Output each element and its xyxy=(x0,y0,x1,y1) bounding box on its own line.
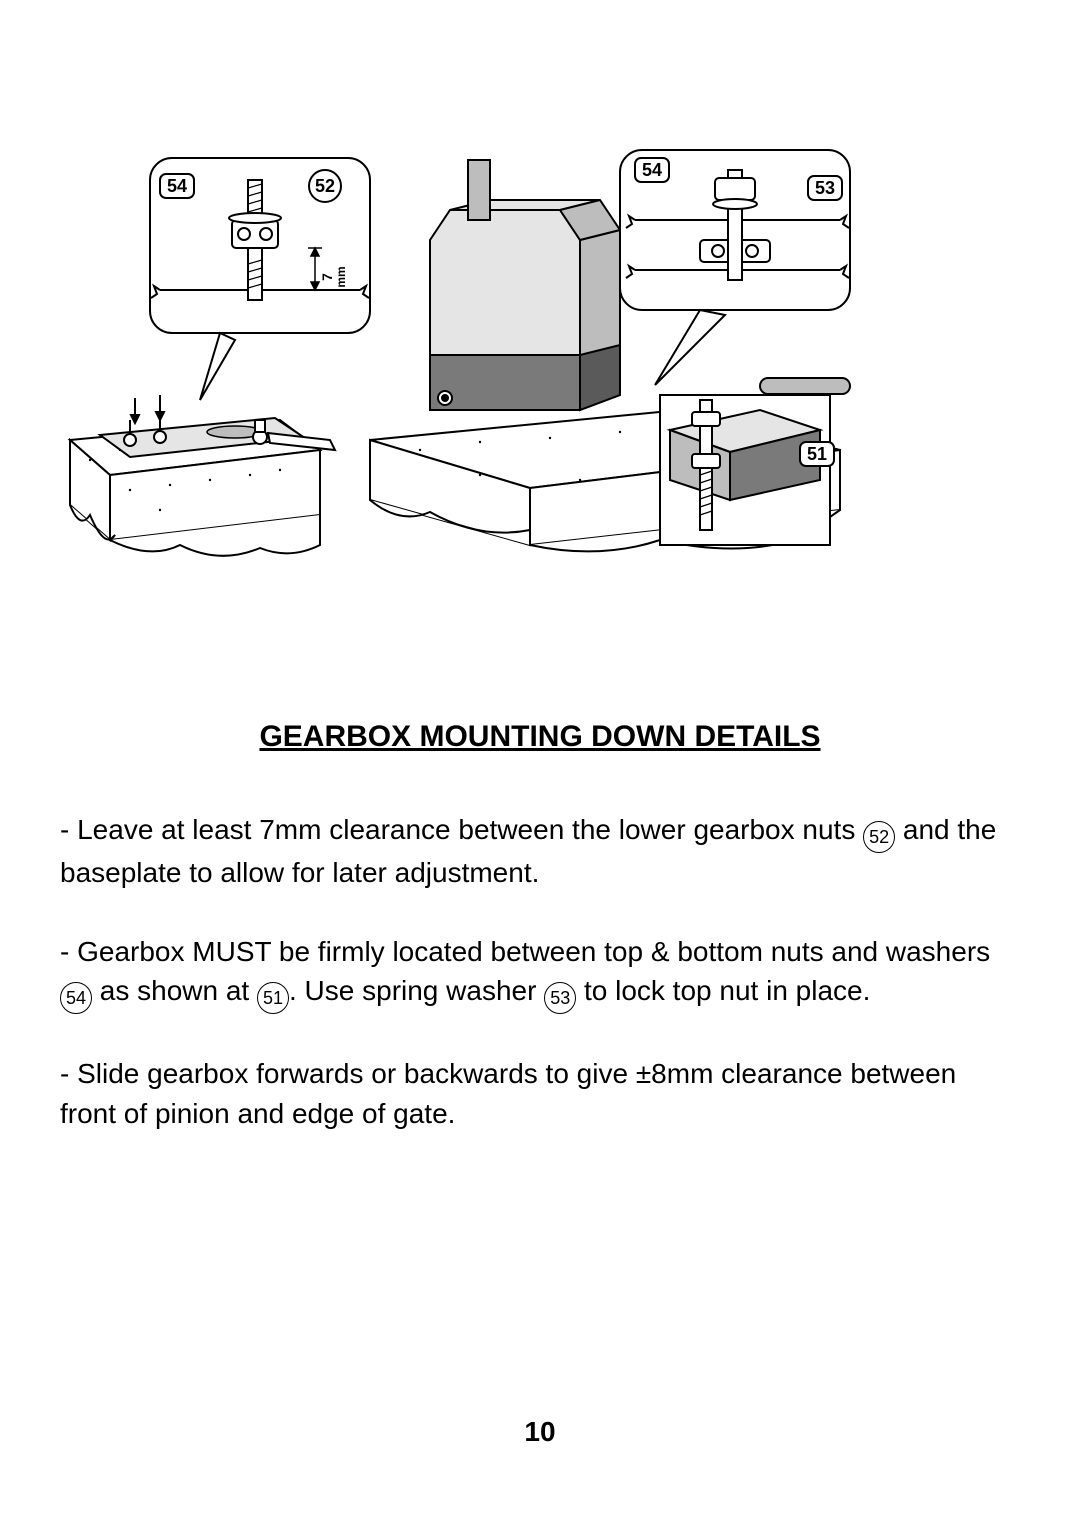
section-title: GEARBOX MOUNTING DOWN DETAILS xyxy=(0,720,1080,754)
ref-53: 53 xyxy=(544,982,576,1014)
callout-54a: 54 xyxy=(167,176,187,196)
ref-54: 54 xyxy=(60,982,92,1014)
cutaway-51: 51 xyxy=(660,395,834,545)
ref-52: 52 xyxy=(863,821,895,853)
page: 7 mm 54 52 xyxy=(0,0,1080,1528)
para-1: - Leave at least 7mm clearance between t… xyxy=(60,810,1000,892)
page-number: 10 xyxy=(0,1416,1080,1448)
dim-7: 7 xyxy=(319,273,335,281)
p1-pre: - Leave at least 7mm clearance between t… xyxy=(60,814,863,845)
callout-53: 53 xyxy=(815,178,835,198)
right-callout: 54 53 xyxy=(620,150,850,385)
callout-54b: 54 xyxy=(642,160,662,180)
left-baseplate-group xyxy=(70,395,335,556)
para-3: - Slide gearbox forwards or backwards to… xyxy=(60,1054,1000,1132)
dim-mm: mm xyxy=(334,266,348,287)
p2-4: to lock top nut in place. xyxy=(576,975,870,1006)
callout-52: 52 xyxy=(315,176,335,196)
p2-2: as shown at xyxy=(92,975,257,1006)
mounting-diagram: 7 mm 54 52 xyxy=(60,140,880,570)
body-text: - Leave at least 7mm clearance between t… xyxy=(60,810,1000,1173)
left-callout: 7 mm 54 52 xyxy=(150,158,370,400)
callout-51: 51 xyxy=(807,444,827,464)
ref-51: 51 xyxy=(257,982,289,1014)
p2-1: - Gearbox MUST be firmly located between… xyxy=(60,936,990,967)
para-2: - Gearbox MUST be firmly located between… xyxy=(60,932,1000,1014)
p2-3: . Use spring washer xyxy=(289,975,544,1006)
